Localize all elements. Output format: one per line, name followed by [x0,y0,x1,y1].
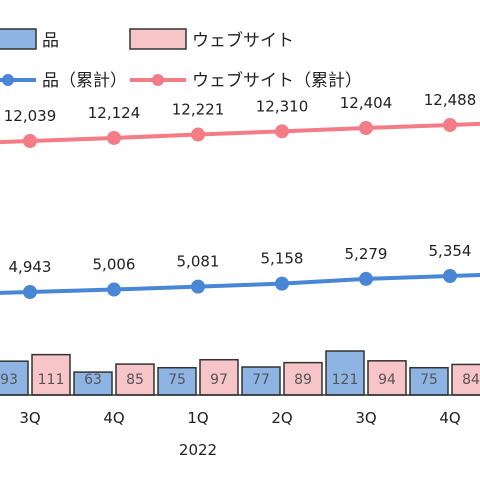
product_cumulative-point [359,271,373,286]
legend-entry-website_new: ウェブサイト [129,28,294,51]
x-tick-label: 2Q [271,409,292,427]
website_cumulative-point [23,134,37,148]
product_cumulative-path [0,272,480,295]
x-tick-label: 1Q [187,409,208,427]
x-tick-label: 3Q [355,409,376,427]
website_cumulative-point [275,124,289,139]
website_new-bar-label: 85 [126,372,144,388]
product_cumulative-point [23,285,37,299]
product_cumulative-data-label: 4,943 [9,258,52,276]
product_cumulative-point [107,282,121,297]
website_cumulative-point [443,118,457,132]
website-cumulative-line: 12,039 12,124 12,221 12,310 12,404 12,488 [0,91,480,148]
product_new-bar-label: 63 [84,372,102,388]
website_new-bar [451,363,480,396]
website_new-bar-label: 84 [462,372,480,388]
legend-entry-product_cumulative: 品（累計） [0,71,127,91]
x-tick-label: 3Q [19,409,40,427]
x-tick-label: 4Q [439,409,460,427]
website_new-bar-label: 89 [294,372,312,388]
product_new-bar-label: 75 [420,372,438,388]
website_new-bar [115,363,155,396]
product_cumulative-data-label: 5,158 [261,250,304,268]
website_new-bar [283,361,323,396]
product_new-bar-label: 77 [252,372,270,388]
product-cumulative-line: 4,943 5,006 5,081 5,158 5,279 5,354 [0,242,480,299]
legend-swatch [0,28,37,50]
legend-entry-product_new: 品 [0,28,59,51]
website_cumulative-point [359,120,373,135]
product_new-bar-label: 75 [168,372,186,388]
legend-label: 品 [42,31,59,51]
product_new-bar-label: 93 [0,372,18,388]
x-tick-label: 4Q [103,409,124,427]
product_cumulative-data-label: 5,081 [177,253,220,271]
website_cumulative-data-label: 12,124 [88,104,141,122]
legend-marker [152,74,164,86]
website_new-bar-label: 111 [38,372,65,388]
legend-marker [2,74,14,86]
legend-swatch [129,28,187,50]
x-year-label: 2022 [179,441,217,459]
bar-group: 93 63 75 77 121 75 111 85 97 89 94 84 [0,350,480,396]
product_cumulative-data-label: 5,006 [93,256,136,274]
website_cumulative-point [191,127,205,142]
website_new-bar-label: 94 [378,372,396,388]
product_cumulative-data-label: 5,279 [345,245,388,263]
website_cumulative-data-label: 12,488 [424,91,477,109]
website_new-bar [367,360,407,396]
product_new-bar-label: 121 [332,372,359,388]
website_new-bar-label: 97 [210,372,228,388]
legend-label: 品（累計） [42,71,127,91]
website_cumulative-data-label: 12,039 [4,107,57,125]
website_cumulative-data-label: 12,310 [256,97,309,115]
product_cumulative-data-label: 5,354 [429,242,472,260]
website_cumulative-data-label: 12,404 [340,94,393,112]
legend-entry-website_cumulative: ウェブサイト（累計） [130,70,362,91]
product_new-bar [409,366,449,396]
product_cumulative-point [275,276,289,291]
x-axis: 3Q 4Q 1Q 2Q 3Q 4Q 2022 [0,394,480,459]
product_new-bar [241,366,281,396]
legend-label: ウェブサイト（累計） [192,70,362,91]
website_cumulative-data-label: 12,221 [172,101,225,119]
website_cumulative-point [107,130,121,145]
product_cumulative-point [191,279,205,294]
product_cumulative-point [443,269,457,283]
website_cumulative-path [0,121,480,145]
legend-label: ウェブサイト [192,30,294,51]
